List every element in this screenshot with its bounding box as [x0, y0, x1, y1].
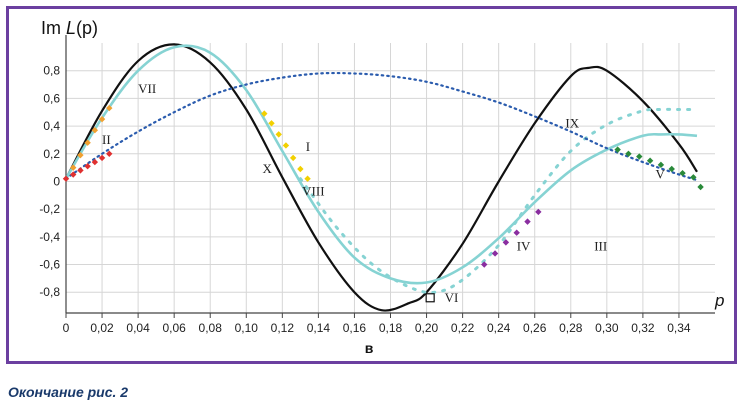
grid	[65, 43, 715, 313]
marker-green-diamonds	[614, 146, 621, 153]
marker-purple-diamonds	[491, 250, 499, 257]
x-tick-label: 0,24	[487, 321, 511, 335]
panel-sublabel: в	[365, 340, 374, 356]
marker-yellow-diamonds	[289, 154, 297, 162]
y-tick-label: 0,8	[43, 64, 60, 78]
y-tick-label: -0,6	[39, 258, 60, 272]
annotation-label: VIII	[302, 183, 324, 198]
marker-red-diamonds	[98, 154, 106, 162]
marker-red-diamonds	[106, 150, 113, 157]
marker-purple-diamonds	[535, 208, 542, 216]
series-blue-dotted	[64, 71, 699, 182]
series-cyan-solid	[64, 44, 698, 285]
y-tick-label: -0,8	[39, 285, 60, 299]
axes: 0,80,60,40,20-0,2-0,4-0,6-0,80 0,02 0,04 0,…	[39, 35, 715, 335]
annotation-label: I	[306, 139, 310, 154]
marker-orange-diamonds	[77, 151, 84, 159]
annotation-label: IV	[517, 239, 531, 254]
x-tick-label: 0,12	[271, 321, 295, 335]
x-axis-label: p	[714, 291, 724, 310]
chart-svg: 0,80,60,40,20-0,2-0,4-0,6-0,80 0,02 0,04 0,…	[39, 18, 724, 356]
marker-green-diamonds	[668, 165, 675, 173]
marker-red-diamonds	[84, 163, 91, 170]
x-tick-label: 0,34	[667, 321, 691, 335]
marker-open-square	[425, 293, 435, 303]
x-tick-label: 0,22	[451, 321, 475, 335]
marker-orange-diamonds	[70, 164, 77, 171]
marker-red-diamonds	[62, 175, 70, 182]
marker-green-diamonds	[636, 153, 643, 160]
x-tick-label: 0,26	[523, 321, 547, 335]
y-axis-label: Im L(p)	[41, 18, 98, 38]
marker-yellow-diamonds	[282, 142, 290, 149]
annotation-label: V	[656, 167, 666, 182]
chart-frame: 0,8 0,6 0,4 0,2 0 -0,2 -0,4 -0,6 -0,8 0 0,02 0,04 0,…	[6, 6, 737, 364]
y-tick-label: 0,6	[43, 91, 60, 105]
y-tick-label: -0,4	[39, 230, 60, 244]
marker-red-diamonds	[77, 167, 84, 174]
series-cyan-dotted	[298, 107, 699, 294]
marker-green-diamonds	[657, 161, 665, 169]
markers-group	[62, 104, 704, 303]
x-tick-label: 0,02	[90, 321, 114, 335]
y-tick-label: 0	[53, 174, 60, 188]
marker-green-diamonds	[690, 174, 697, 181]
x-tick-label: 0,10	[235, 321, 259, 335]
annotation-label: X	[263, 161, 273, 176]
annotation-label: IX	[565, 115, 579, 130]
x-tick-label: 0,16	[343, 321, 367, 335]
marker-yellow-diamonds	[261, 110, 268, 117]
marker-orange-diamonds	[91, 127, 99, 134]
series-group	[64, 43, 699, 312]
x-tick-label: 0,30	[595, 321, 619, 335]
x-tick-label: 0,18	[379, 321, 403, 335]
marker-purple-diamonds	[481, 261, 488, 268]
x-tick-label: 0	[63, 321, 70, 335]
marker-red-diamonds	[91, 158, 99, 166]
marker-orange-diamonds	[106, 104, 113, 112]
y-tick-label: 0,4	[43, 119, 60, 133]
x-tick-label: 0,04	[126, 321, 150, 335]
x-tick-label: 0,20	[415, 321, 439, 335]
marker-purple-diamonds	[524, 218, 531, 225]
x-tick-label: 0,32	[631, 321, 655, 335]
annotation-label: VI	[445, 290, 459, 305]
y-tick-label: -0,2	[39, 202, 60, 216]
marker-yellow-diamonds	[297, 165, 304, 173]
marker-orange-diamonds	[98, 115, 106, 123]
annotation-label: III	[594, 239, 607, 254]
marker-yellow-diamonds	[275, 131, 282, 138]
marker-green-diamonds	[625, 150, 632, 157]
marker-yellow-diamonds	[268, 120, 275, 127]
marker-purple-diamonds	[513, 229, 520, 236]
marker-purple-diamonds	[502, 239, 510, 246]
x-tick-label: 0,28	[559, 321, 583, 335]
marker-green-diamonds	[679, 169, 686, 177]
marker-orange-diamonds	[84, 139, 91, 146]
y-tick-label: 0,2	[43, 147, 60, 161]
marker-yellow-diamonds	[304, 175, 311, 182]
annotation-label: VII	[138, 81, 156, 96]
annotation-label: II	[102, 132, 111, 147]
marker-red-diamonds	[70, 171, 77, 178]
marker-green-diamonds	[697, 183, 704, 191]
figure-caption: Окончание рис. 2	[8, 384, 129, 400]
x-tick-label: 0,14	[307, 321, 331, 335]
x-tick-label: 0,08	[199, 321, 223, 335]
marker-green-diamonds	[646, 157, 654, 164]
x-tick-label: 0,06	[162, 321, 186, 335]
